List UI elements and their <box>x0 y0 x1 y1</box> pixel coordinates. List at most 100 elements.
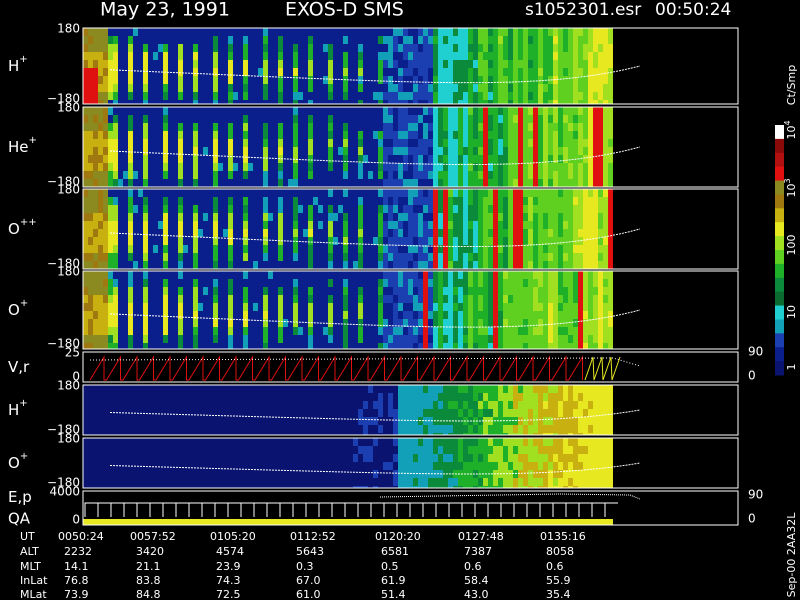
spectrogram-cell <box>583 139 588 147</box>
spectrogram-cell <box>108 197 113 205</box>
spectrogram-cell <box>258 155 263 163</box>
spectrogram-cell <box>233 139 238 147</box>
spectrogram-cell <box>378 76 383 84</box>
spectrogram-cell <box>293 221 298 229</box>
spectrogram-cell <box>268 287 273 295</box>
spectrogram-cell <box>353 131 358 139</box>
spectrogram-cell <box>538 393 543 401</box>
spectrogram-cell <box>213 271 218 279</box>
spectrogram-cell <box>288 253 293 261</box>
spectrogram-cell <box>498 261 503 269</box>
spectrogram-cell <box>353 385 358 393</box>
spectrogram-cell <box>498 221 503 229</box>
spectrogram-cell <box>298 327 303 335</box>
spectrogram-cell <box>313 115 318 123</box>
spectrogram-cell <box>343 425 348 433</box>
spectrogram-cell <box>588 68 593 76</box>
spectrogram-cell <box>268 221 273 229</box>
spectrogram-cell <box>473 401 478 409</box>
spectrogram-cell <box>363 36 368 44</box>
spectrogram-cell <box>298 319 303 327</box>
spectrogram-cell <box>148 229 153 237</box>
spectrogram-cell <box>388 417 393 425</box>
spectrogram-cell <box>223 197 228 205</box>
spectrogram-cell <box>518 303 523 311</box>
spectrogram-cell <box>593 92 598 100</box>
spectrogram-cell <box>513 253 518 261</box>
spectrogram-cell <box>318 179 323 187</box>
spectrogram-cell <box>403 28 408 36</box>
spectrogram-cell <box>158 171 163 179</box>
spectrogram-cell <box>133 295 138 303</box>
spectrogram-cell <box>93 319 98 327</box>
spectrogram-cell <box>118 433 123 435</box>
spectrogram-cell <box>188 107 193 115</box>
spectrogram-cell <box>408 425 413 433</box>
spectrogram-cell <box>83 343 88 349</box>
spectrogram-cell <box>208 123 213 131</box>
spectrogram-cell <box>203 107 208 115</box>
spectrogram-cell <box>528 84 533 92</box>
spectrogram-cell <box>398 68 403 76</box>
spectrogram-cell <box>503 139 508 147</box>
spectrogram-cell <box>493 393 498 401</box>
spectrogram-cell <box>558 163 563 171</box>
spectrogram-cell <box>428 245 433 253</box>
spectrogram-cell <box>373 401 378 409</box>
spectrogram-cell <box>578 385 583 393</box>
spectrogram-cell <box>113 60 118 68</box>
spectrogram-cell <box>303 36 308 44</box>
spectrogram-cell <box>293 36 298 44</box>
spectrogram-cell <box>563 84 568 92</box>
spectrogram-cell <box>323 197 328 205</box>
spectrogram-cell <box>433 100 438 104</box>
spectrogram-cell <box>98 385 103 393</box>
spectrogram-cell <box>308 107 313 115</box>
spectrogram-cell <box>443 171 448 179</box>
spectrogram-cell <box>288 171 293 179</box>
spectrogram-cell <box>193 253 198 261</box>
spectrogram-cell <box>598 229 603 237</box>
spectrogram-cell <box>238 221 243 229</box>
spectrogram-cell <box>608 221 613 229</box>
spectrogram-cell <box>423 433 428 435</box>
spectrogram-cell <box>83 245 88 253</box>
spectrogram-cell <box>458 100 463 104</box>
spectrogram-cell <box>608 271 613 279</box>
spectrogram-cell <box>593 155 598 163</box>
spectrogram-cell <box>88 28 93 36</box>
spectrogram-cell <box>588 100 593 104</box>
spectrogram-cell <box>403 44 408 52</box>
spectrogram-cell <box>163 107 168 115</box>
spectrogram-cell <box>353 417 358 425</box>
spectrogram-cell <box>98 28 103 36</box>
spectrogram-cell <box>403 131 408 139</box>
spectrogram-cell <box>528 44 533 52</box>
spectrogram-cell <box>358 253 363 261</box>
spectrogram-cell <box>283 76 288 84</box>
spectrogram-cell <box>383 221 388 229</box>
spectrogram-cell <box>258 287 263 295</box>
spectrogram-cell <box>98 261 103 269</box>
spectrogram-cell <box>138 279 143 287</box>
spectrogram-cell <box>508 197 513 205</box>
spectrogram-cell <box>378 287 383 295</box>
spectrogram-cell <box>283 271 288 279</box>
spectrogram-cell <box>473 36 478 44</box>
spectrogram-cell <box>398 385 403 393</box>
spectrogram-cell <box>558 253 563 261</box>
spectrogram-cell <box>393 52 398 60</box>
spectrogram-cell <box>108 123 113 131</box>
spectrogram-cell <box>233 311 238 319</box>
spectrogram-cell <box>603 319 608 327</box>
spectrogram-cell <box>303 155 308 163</box>
spectrogram-cell <box>278 68 283 76</box>
spectrogram-cell <box>263 139 268 147</box>
spectrogram-cell <box>538 401 543 409</box>
spectrogram-cell <box>83 44 88 52</box>
spectrogram-cell <box>263 84 268 92</box>
spectrogram-cell <box>448 68 453 76</box>
spectrogram-cell <box>218 115 223 123</box>
spectrogram-cell <box>198 279 203 287</box>
spectrogram-cell <box>273 327 278 335</box>
